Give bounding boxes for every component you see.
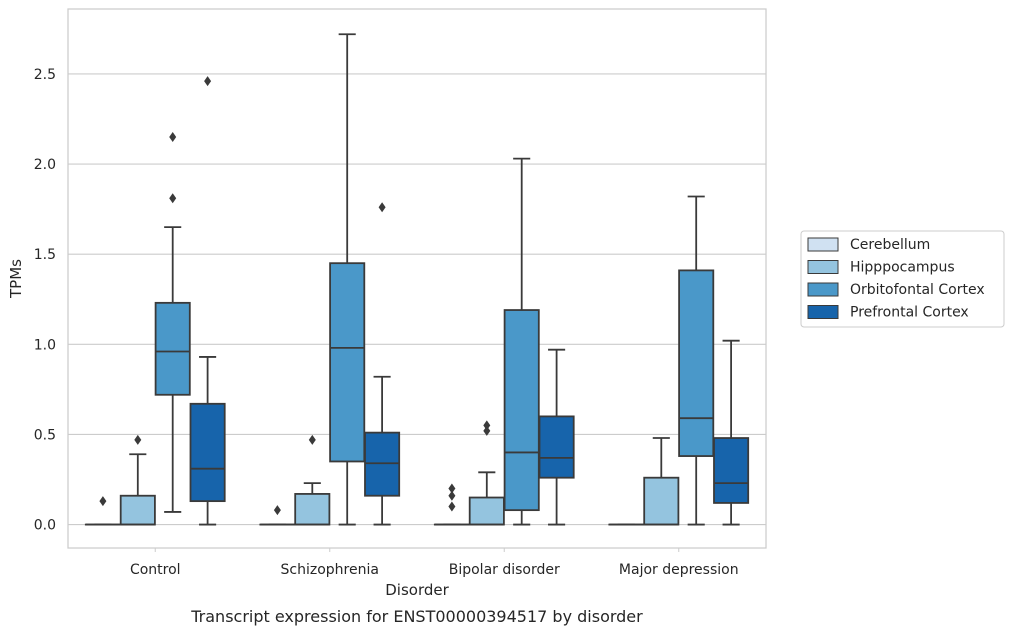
legend-swatch — [807, 305, 839, 319]
box-cerebellum-2 — [433, 483, 470, 526]
box-hipppocampus-0 — [119, 434, 156, 526]
x-tick-label: Bipolar disorder — [449, 562, 560, 578]
legend-item: Prefrontal Cortex — [807, 305, 969, 321]
box-prefrontal-cortex-0 — [189, 76, 226, 526]
y-axis-label: TPMs — [7, 259, 25, 299]
x-tick-label: Schizophrenia — [281, 562, 379, 578]
box-orbitofontal-cortex-0 — [154, 131, 191, 513]
x-axis-ticks: Control Schizophrenia Bipolar disorder Majo… — [130, 548, 739, 578]
y-axis-ticks: 0.0 0.5 1.0 1.5 2.0 2.5 — [34, 67, 56, 534]
legend: Cerebellum Hipppocampus Orbitofontal Corte… — [800, 230, 1005, 328]
box-body — [713, 437, 750, 504]
legend-label: Orbitofontal Cortex — [850, 282, 985, 298]
box-prefrontal-cortex-1 — [364, 202, 401, 526]
outlier-point — [378, 202, 386, 213]
y-tick-label: 2.0 — [34, 157, 56, 173]
box-series — [84, 33, 750, 526]
outlier-point — [169, 131, 177, 142]
y-tick-label: 0.5 — [34, 427, 56, 443]
box-body — [119, 494, 156, 526]
box-orbitofontal-cortex-3 — [678, 195, 715, 526]
box-body — [189, 402, 226, 503]
y-tick-label: 1.5 — [34, 247, 56, 263]
box-body — [329, 262, 366, 463]
legend-item: Orbitofontal Cortex — [807, 282, 985, 298]
box-orbitofontal-cortex-1 — [329, 33, 366, 526]
legend-swatch — [807, 260, 839, 274]
outlier-point — [273, 505, 281, 516]
box-body — [538, 415, 575, 479]
outlier-point — [99, 496, 107, 507]
legend-swatch — [807, 237, 839, 252]
outlier-point — [483, 420, 491, 431]
outlier-point — [308, 434, 316, 445]
outlier-point — [448, 490, 456, 501]
legend-label: Cerebellum — [850, 237, 930, 253]
box-body — [364, 431, 401, 497]
box-body — [678, 269, 715, 457]
outlier-point — [448, 483, 456, 494]
box-orbitofontal-cortex-2 — [503, 157, 540, 526]
x-axis-label: Disorder — [385, 581, 449, 599]
legend-frame — [800, 230, 1005, 328]
legend-swatch — [807, 282, 839, 297]
box-hipppocampus-2 — [468, 420, 505, 526]
box-cerebellum-1 — [259, 505, 296, 526]
y-tick-label: 2.5 — [34, 67, 56, 83]
x-tick-label: Control — [130, 562, 181, 578]
chart-caption: Transcript expression for ENST0000039451… — [190, 607, 643, 626]
plot-frame — [67, 8, 767, 549]
box-prefrontal-cortex-3 — [713, 339, 750, 526]
box-hipppocampus-3 — [643, 437, 680, 526]
x-tick-label: Major depression — [619, 562, 739, 578]
box-body — [294, 493, 331, 526]
legend-item: Hipppocampus — [807, 260, 955, 276]
outlier-point — [169, 193, 177, 204]
outlier-point — [204, 76, 212, 87]
box-body — [154, 301, 191, 396]
outlier-point — [483, 425, 491, 436]
legend-item: Cerebellum — [807, 237, 930, 253]
outlier-point — [448, 501, 456, 512]
box-cerebellum-0 — [84, 496, 121, 526]
box-hipppocampus-1 — [294, 434, 331, 526]
box-body — [503, 309, 540, 512]
box-body — [643, 476, 680, 526]
legend-label: Hipppocampus — [850, 260, 955, 276]
legend-label: Prefrontal Cortex — [850, 305, 969, 321]
y-tick-label: 1.0 — [34, 337, 56, 353]
box-prefrontal-cortex-2 — [538, 348, 575, 526]
outlier-point — [134, 434, 142, 445]
y-tick-label: 0.0 — [34, 518, 56, 534]
box-body — [468, 496, 505, 526]
